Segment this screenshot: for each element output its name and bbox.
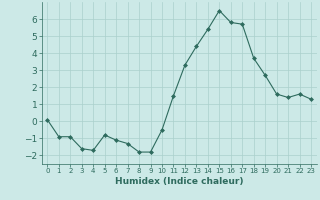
- X-axis label: Humidex (Indice chaleur): Humidex (Indice chaleur): [115, 177, 244, 186]
